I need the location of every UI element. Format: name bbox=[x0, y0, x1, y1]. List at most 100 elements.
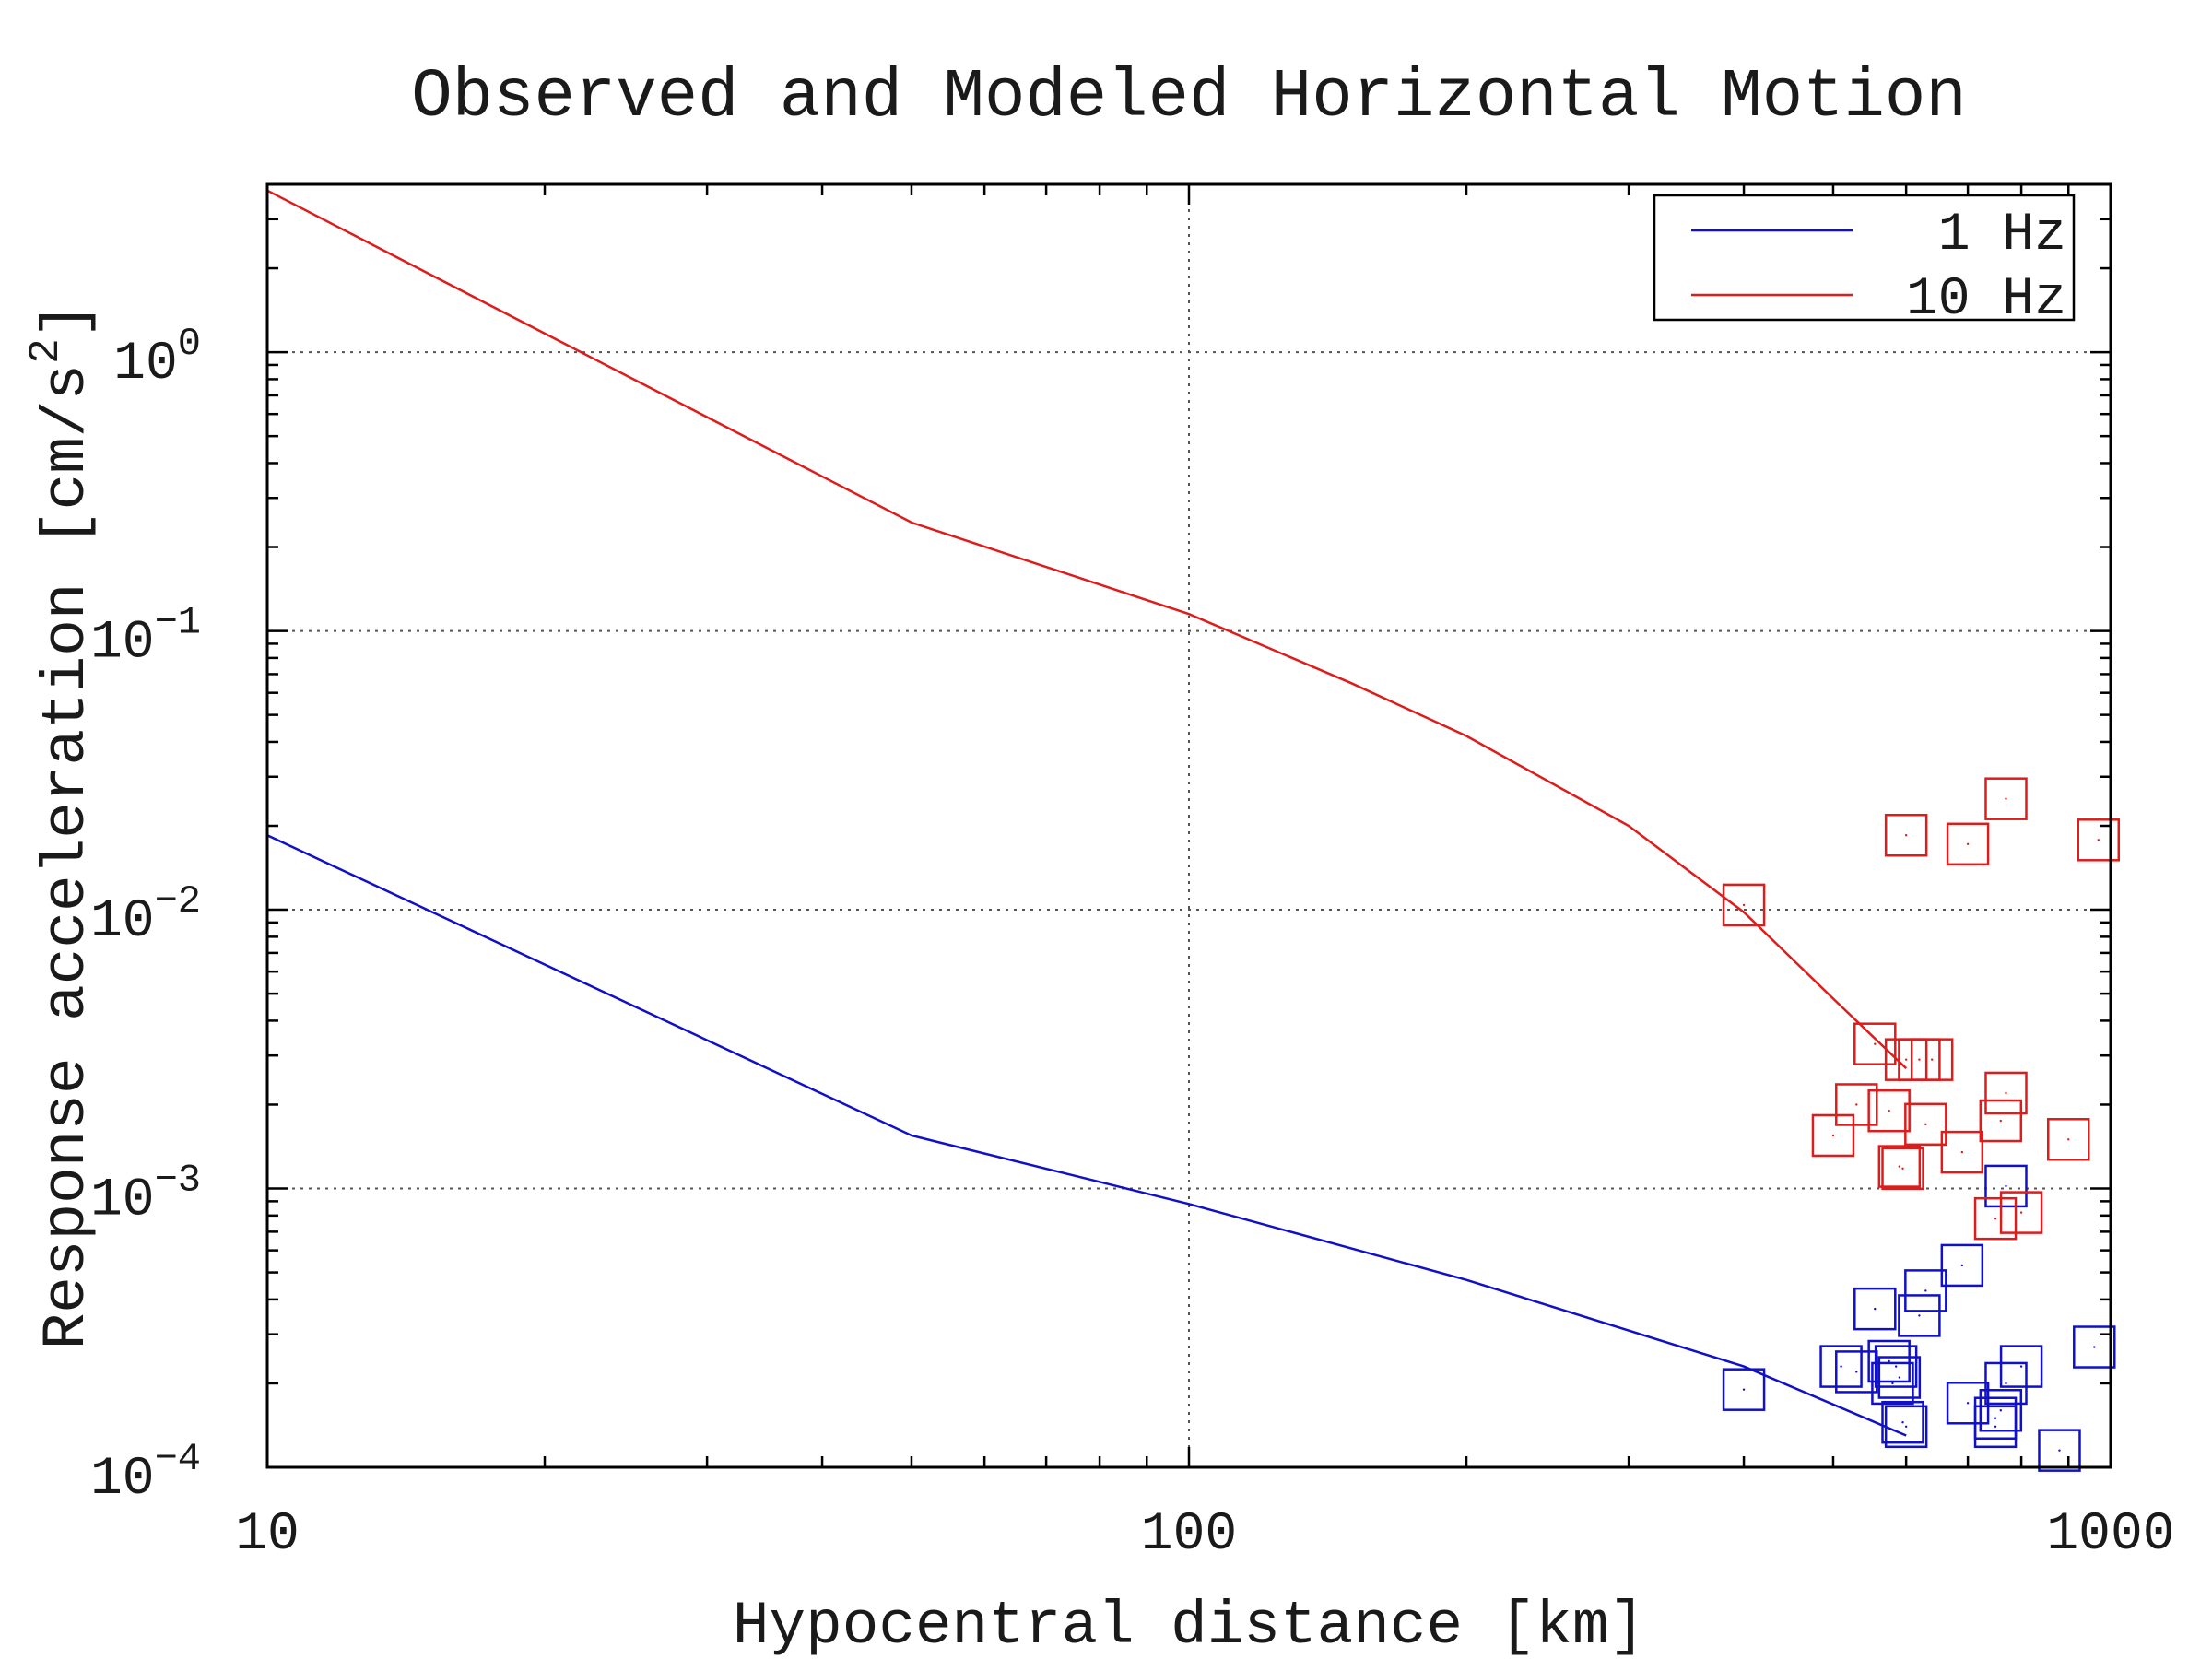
y-tick-base: 10 bbox=[113, 335, 178, 394]
observed-point-center bbox=[2005, 1091, 2007, 1095]
observed-point-center bbox=[1924, 1123, 1927, 1126]
observed-point bbox=[1984, 1361, 2028, 1406]
y-tick-exponent: −2 bbox=[155, 879, 201, 924]
y-tick-base: 10 bbox=[90, 614, 155, 674]
observed-point-center bbox=[1831, 1134, 1835, 1137]
observed-point-center bbox=[1901, 1420, 1904, 1424]
observed-point bbox=[2077, 818, 2121, 862]
observed-point-center bbox=[1924, 1289, 1927, 1292]
observed-point bbox=[1973, 1405, 2018, 1449]
observed-point bbox=[1881, 1147, 1924, 1191]
observed-point-center bbox=[1855, 1103, 1858, 1106]
y-tick-exponent: −3 bbox=[155, 1159, 201, 1203]
observed-point-center bbox=[1888, 1359, 1890, 1363]
y-axis-label-exponent: 2 bbox=[22, 338, 70, 364]
plot-frame bbox=[265, 182, 2112, 1469]
observed-point bbox=[1898, 1294, 1941, 1337]
y-tick-label: 10−1 bbox=[90, 601, 201, 674]
y-tick-exponent: 0 bbox=[178, 322, 201, 366]
y-tick-base: 10 bbox=[90, 1171, 155, 1231]
observed-point bbox=[2046, 1118, 2090, 1161]
y-tick-base: 10 bbox=[90, 892, 155, 952]
legend-box bbox=[1653, 194, 2076, 322]
observed-point-center bbox=[1999, 1119, 2003, 1123]
observed-point-center bbox=[1891, 1382, 1894, 1385]
observed-point-center bbox=[1874, 1307, 1877, 1311]
observed-point-center bbox=[1898, 1376, 1901, 1379]
x-axis-label: Hypocentral distance [km] bbox=[733, 1592, 1645, 1659]
observed-point bbox=[1984, 1071, 2028, 1115]
observed-point bbox=[1819, 1345, 1863, 1388]
observed-point-center bbox=[1894, 1365, 1898, 1368]
observed-point bbox=[1904, 1269, 1947, 1312]
observed-point bbox=[1874, 1345, 1918, 1388]
observed-point-center bbox=[1999, 1409, 2003, 1412]
observed-point-center bbox=[1994, 1425, 1997, 1429]
observed-point bbox=[1811, 1113, 1855, 1158]
observed-point bbox=[1884, 1405, 1928, 1449]
observed-point-center bbox=[2005, 797, 2007, 800]
chart-title: Observed and Modeled Horizontal Motion bbox=[411, 59, 1966, 136]
observed-point bbox=[2073, 1325, 2116, 1369]
observed-point-center bbox=[1898, 1165, 1901, 1168]
observed-point-center bbox=[1994, 1217, 1997, 1220]
observed-point bbox=[1884, 813, 1928, 857]
observed-point bbox=[1979, 1389, 2023, 1432]
observed-point bbox=[1722, 883, 1766, 927]
observed-point bbox=[1853, 1022, 1897, 1065]
observed-point-center bbox=[1904, 834, 1908, 837]
series-10hz bbox=[266, 189, 2121, 1241]
observed-point-center bbox=[2097, 839, 2100, 841]
observed-point bbox=[1904, 1102, 1947, 1147]
observed-point-center bbox=[1966, 842, 1970, 846]
observed-point bbox=[1984, 1164, 2028, 1208]
x-tick-label: 10 bbox=[235, 1505, 300, 1565]
observed-point bbox=[2038, 1429, 2081, 1472]
y-tick-base: 10 bbox=[90, 1450, 155, 1510]
model-line bbox=[266, 189, 1908, 1070]
observed-point bbox=[1946, 822, 1990, 866]
observed-point bbox=[1999, 1191, 2043, 1234]
observed-point bbox=[1940, 1243, 1984, 1288]
observed-point bbox=[1867, 1088, 1911, 1133]
x-tick-label: 100 bbox=[1141, 1505, 1237, 1565]
observed-point-center bbox=[1994, 1417, 1997, 1419]
observed-point-center bbox=[2005, 1382, 2007, 1385]
y-axis-label: Response acceleration [cm/s2] bbox=[22, 302, 101, 1350]
observed-point-center bbox=[1742, 1388, 1746, 1391]
observed-point-center bbox=[1742, 903, 1746, 907]
observed-point bbox=[1910, 1038, 1954, 1081]
observed-point-center bbox=[1904, 1058, 1908, 1061]
model-line bbox=[266, 834, 1907, 1437]
observed-point-center bbox=[1960, 1150, 1964, 1154]
grid-lines bbox=[267, 184, 2111, 1467]
y-tick-label: 10−3 bbox=[90, 1159, 201, 1231]
y-axis-label-base: Response acceleration [cm/s bbox=[32, 364, 101, 1349]
observed-point-center bbox=[1930, 1058, 1934, 1061]
series-1hz bbox=[266, 834, 2116, 1472]
legend-label: 1 Hz bbox=[1938, 206, 2066, 265]
y-tick-label: 10−2 bbox=[90, 879, 201, 952]
observed-point bbox=[1984, 777, 2028, 820]
observed-point bbox=[1867, 1339, 1911, 1383]
plot-area bbox=[266, 189, 2121, 1472]
observed-point-center bbox=[1901, 1167, 1904, 1170]
observed-point-center bbox=[1888, 1110, 1890, 1112]
y-tick-label: 100 bbox=[113, 322, 201, 394]
observed-point-center bbox=[2005, 1184, 2007, 1188]
observed-point bbox=[1877, 1356, 1922, 1399]
observed-point-center bbox=[2019, 1211, 2023, 1214]
observed-point-center bbox=[1960, 1264, 1964, 1267]
observed-point bbox=[1940, 1130, 1984, 1174]
observed-point bbox=[1973, 1196, 2018, 1241]
observed-point bbox=[1979, 1099, 2023, 1143]
observed-point-center bbox=[1855, 1371, 1858, 1373]
observed-point-center bbox=[1840, 1365, 1842, 1368]
observed-point-center bbox=[1904, 1425, 1908, 1429]
observed-point bbox=[1722, 1368, 1766, 1411]
observed-point bbox=[1871, 1361, 1914, 1406]
observed-point-center bbox=[1874, 1042, 1877, 1045]
